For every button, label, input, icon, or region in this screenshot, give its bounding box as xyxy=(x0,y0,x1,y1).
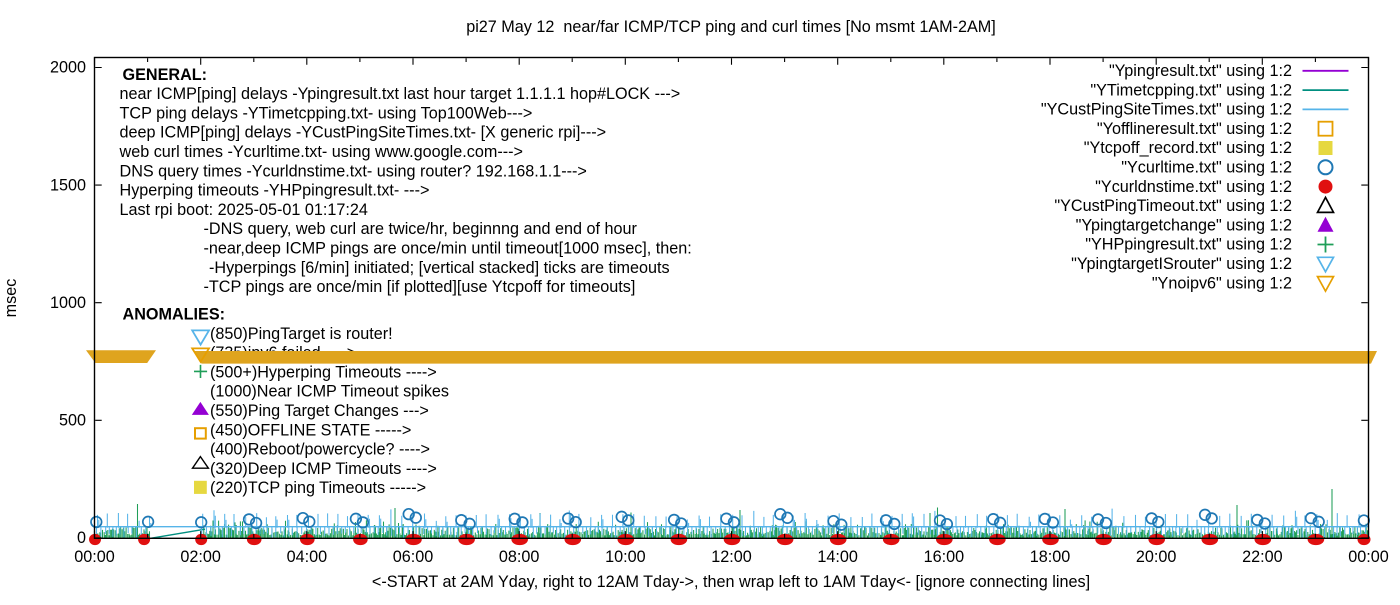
svg-text:web curl times -Ycurltime.txt-: web curl times -Ycurltime.txt- using www… xyxy=(119,143,523,161)
svg-text:ANOMALIES:: ANOMALIES: xyxy=(123,306,226,324)
svg-text:02:00: 02:00 xyxy=(180,548,221,566)
svg-text:"Ycurltime.txt" using 1:2: "Ycurltime.txt" using 1:2 xyxy=(1121,159,1292,177)
svg-text:<-START at 2AM Yday, right to: <-START at 2AM Yday, right to 12AM Tday-… xyxy=(372,573,1090,591)
svg-text:"Yofflineresult.txt" using 1:2: "Yofflineresult.txt" using 1:2 xyxy=(1097,120,1292,138)
svg-text:"YTimetcpping.txt" using 1:2: "YTimetcpping.txt" using 1:2 xyxy=(1090,81,1292,99)
svg-text:msec: msec xyxy=(2,279,20,318)
svg-text:"Ypingresult.txt" using 1:2: "Ypingresult.txt" using 1:2 xyxy=(1109,62,1292,80)
svg-text:deep ICMP[ping] delays -YCustP: deep ICMP[ping] delays -YCustPingSiteTim… xyxy=(120,124,607,142)
svg-text:"Ypingtargetchange" using 1:2: "Ypingtargetchange" using 1:2 xyxy=(1076,216,1292,234)
svg-text:"Ynoipv6" using 1:2: "Ynoipv6" using 1:2 xyxy=(1152,274,1292,292)
svg-text:near ICMP[ping] delays -Ypingr: near ICMP[ping] delays -Ypingresult.txt … xyxy=(120,85,681,103)
svg-text:20:00: 20:00 xyxy=(1136,548,1177,566)
svg-text:Hyperping timeouts -YHPpingres: Hyperping timeouts -YHPpingresult.txt- -… xyxy=(120,182,430,200)
svg-text:"YCustPingSiteTimes.txt" using: "YCustPingSiteTimes.txt" using 1:2 xyxy=(1041,101,1292,119)
svg-text:"YCustPingTimeout.txt" using 1: "YCustPingTimeout.txt" using 1:2 xyxy=(1054,197,1292,215)
svg-text:16:00: 16:00 xyxy=(924,548,965,566)
svg-text:(400)Reboot/powercycle? ---->: (400)Reboot/powercycle? ----> xyxy=(210,441,430,459)
svg-text:"Ycurldnstime.txt" using 1:2: "Ycurldnstime.txt" using 1:2 xyxy=(1095,178,1292,196)
svg-text:12:00: 12:00 xyxy=(711,548,752,566)
svg-text:0: 0 xyxy=(77,529,86,547)
svg-text:(1000)Near ICMP Timeout spikes: (1000)Near ICMP Timeout spikes xyxy=(210,383,449,401)
svg-text:"YpingtargetISrouter" using 1:: "YpingtargetISrouter" using 1:2 xyxy=(1071,255,1292,273)
svg-text:1000: 1000 xyxy=(50,294,86,312)
svg-text:(220)TCP ping Timeouts ----->: (220)TCP ping Timeouts -----> xyxy=(210,479,426,497)
svg-text:(550)Ping Target Changes --->: (550)Ping Target Changes ---> xyxy=(210,402,429,420)
svg-text:(850)PingTarget is router!: (850)PingTarget is router! xyxy=(210,325,393,343)
svg-text:Last rpi boot: 2025-05-01 01:1: Last rpi boot: 2025-05-01 01:17:24 xyxy=(120,201,368,219)
svg-text:-DNS query, web curl are twice: -DNS query, web curl are twice/hr, begin… xyxy=(204,220,638,238)
svg-text:pi27 May 12 near/far ICMP/TCP: pi27 May 12 near/far ICMP/TCP ping and c… xyxy=(466,18,996,36)
svg-text:00:00: 00:00 xyxy=(1348,548,1389,566)
svg-text:GENERAL:: GENERAL: xyxy=(123,66,208,84)
svg-text:-Hyperpings [6/min] initiated;: -Hyperpings [6/min] initiated; [vertical… xyxy=(209,259,670,277)
svg-text:18:00: 18:00 xyxy=(1030,548,1071,566)
svg-text:"YHPpingresult.txt" using 1:2: "YHPpingresult.txt" using 1:2 xyxy=(1085,236,1292,254)
svg-text:04:00: 04:00 xyxy=(287,548,328,566)
svg-text:DNS query times -Ycurldnstime.: DNS query times -Ycurldnstime.txt- using… xyxy=(120,162,587,180)
svg-text:TCP ping delays -YTimetcpping.: TCP ping delays -YTimetcpping.txt- using… xyxy=(120,104,533,122)
svg-text:"Ytcpoff_record.txt" using 1:2: "Ytcpoff_record.txt" using 1:2 xyxy=(1084,139,1292,157)
svg-text:-near,deep ICMP pings are once: -near,deep ICMP pings are once/min until… xyxy=(204,240,692,258)
svg-text:(500+)Hyperping Timeouts ---->: (500+)Hyperping Timeouts ----> xyxy=(210,363,437,381)
svg-text:22:00: 22:00 xyxy=(1242,548,1283,566)
svg-text:2000: 2000 xyxy=(50,59,86,77)
svg-text:06:00: 06:00 xyxy=(393,548,434,566)
svg-text:10:00: 10:00 xyxy=(605,548,646,566)
svg-text:(320)Deep ICMP Timeouts ---->: (320)Deep ICMP Timeouts ----> xyxy=(210,460,437,478)
svg-text:14:00: 14:00 xyxy=(817,548,858,566)
svg-text:00:00: 00:00 xyxy=(74,548,115,566)
svg-text:500: 500 xyxy=(59,412,86,430)
svg-text:-TCP pings are once/min [if pl: -TCP pings are once/min [if plotted][use… xyxy=(204,278,636,296)
svg-text:1500: 1500 xyxy=(50,176,86,194)
svg-text:(450)OFFLINE STATE ----->: (450)OFFLINE STATE -----> xyxy=(210,421,411,439)
svg-text:08:00: 08:00 xyxy=(499,548,540,566)
